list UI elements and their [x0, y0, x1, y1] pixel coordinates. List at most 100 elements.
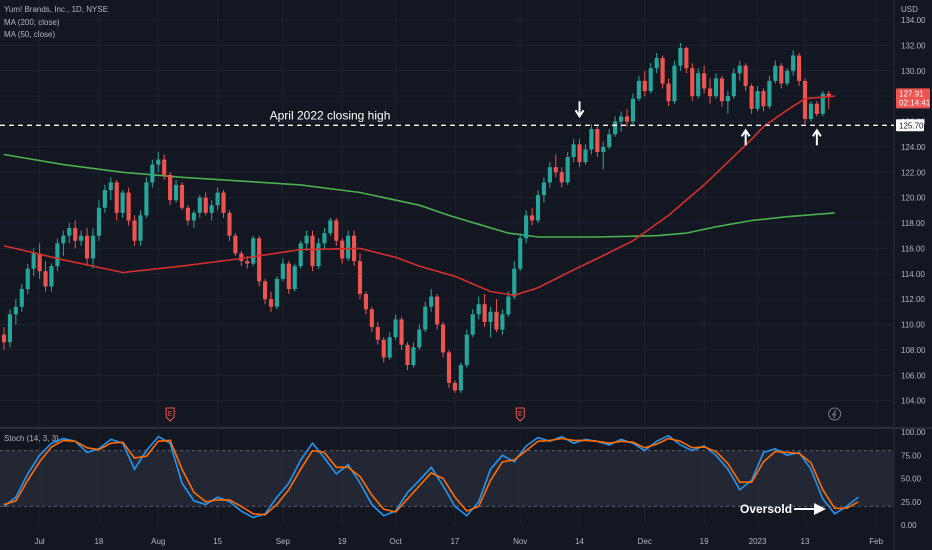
stoch-k-line	[3, 434, 859, 519]
candle-body	[559, 172, 564, 183]
candle-body	[262, 281, 268, 300]
last-price-badge-bg	[896, 88, 930, 109]
candle-body	[55, 243, 60, 267]
stoch-legend[interactable]: Stoch (14, 3, 3)	[4, 434, 59, 443]
candle-body	[138, 215, 143, 241]
price-tick-label: 132.00	[901, 41, 926, 50]
dividend-marker-bolt	[831, 409, 837, 419]
last-price-badge[interactable]: 127.91 02:14:41	[896, 88, 931, 109]
candle-body	[132, 220, 137, 241]
candle-body	[369, 309, 374, 328]
candle-body	[304, 235, 309, 244]
candle-body	[814, 103, 819, 114]
time-tick-label: 14	[575, 537, 584, 546]
candle-body	[114, 182, 119, 213]
candle-body	[19, 288, 24, 307]
candle-body	[150, 164, 155, 183]
candle-body	[589, 129, 594, 150]
candle-body	[464, 334, 469, 366]
price-tick-label: 110.00	[901, 321, 925, 330]
price-grid	[0, 0, 894, 427]
candle-body	[387, 337, 392, 358]
candle-body	[440, 324, 446, 353]
price-tick-label: 130.00	[901, 67, 926, 76]
candle-body	[286, 263, 291, 289]
ma50-legend[interactable]: MA (50, close)	[4, 30, 56, 39]
stoch-band	[0, 450, 894, 507]
candle-body	[672, 65, 677, 102]
time-axis-labels: Jul 18 Aug 15 Sep 19 Oct 17 Nov 14 Dec 19 2023 13 Feb	[34, 537, 883, 546]
closing-high-label: April 2022 closing high	[270, 108, 391, 122]
time-tick-label: Sep	[276, 537, 291, 546]
candle-body	[43, 271, 48, 287]
candle-body	[61, 235, 66, 244]
up-arrow-head	[740, 128, 751, 137]
candle-body	[684, 47, 689, 69]
candle-body	[618, 116, 624, 122]
oversold-label: Oversold	[740, 502, 792, 516]
candle-body	[648, 68, 653, 92]
stoch-axis-labels: 0.00 25.00 50.00 75.00 100.00	[901, 428, 926, 530]
time-tick-label: 13	[801, 537, 810, 546]
candle-body	[630, 98, 636, 122]
candle-body	[761, 91, 766, 107]
price-tick-label: 116.00	[901, 244, 925, 253]
price-tick-label: 112.00	[901, 295, 925, 304]
level-badge[interactable]: 125.70	[896, 119, 924, 132]
stoch-tick-label: 0.00	[901, 521, 917, 530]
candle-body	[696, 73, 701, 97]
candle-body	[423, 306, 428, 330]
price-tick-label: 106.00	[901, 371, 926, 380]
candle-body	[227, 212, 232, 236]
candle-body	[96, 207, 102, 236]
candle-body	[565, 157, 570, 183]
time-tick-label: Oct	[389, 537, 402, 546]
candle-body	[535, 195, 541, 221]
candle-body	[144, 182, 149, 216]
candle-body	[470, 314, 475, 335]
price-tick-label: 114.00	[901, 270, 925, 279]
candle-body	[191, 212, 196, 221]
stoch-tick-label: 75.00	[901, 451, 922, 460]
candle-body	[743, 65, 748, 86]
candle-body	[512, 268, 517, 297]
candle-body	[173, 184, 179, 201]
candle-body	[796, 55, 802, 81]
level-badge-value: 125.70	[899, 121, 924, 130]
candle-body	[328, 220, 333, 234]
candle-body	[49, 266, 54, 287]
candle-body	[156, 159, 161, 165]
candle-body	[791, 55, 796, 71]
candle-body	[274, 278, 280, 307]
candle-body	[215, 192, 220, 206]
candle-body	[268, 299, 274, 307]
candle-body	[429, 296, 434, 307]
ma200-legend[interactable]: MA (200, close)	[4, 18, 60, 27]
oversold-arrow-head	[814, 503, 826, 515]
candle-body	[37, 253, 42, 272]
price-tick-label: 104.00	[901, 397, 926, 406]
ma200-line	[3, 153, 835, 238]
candle-body	[660, 58, 665, 84]
candle-body	[79, 235, 84, 241]
candle-body	[257, 238, 262, 282]
candle-body	[779, 65, 784, 84]
time-tick-label: Feb	[869, 537, 883, 546]
time-tick-label: 19	[700, 537, 709, 546]
candle-body	[168, 174, 173, 201]
candle-body	[73, 228, 78, 241]
candle-body	[476, 304, 481, 315]
candle-body	[595, 129, 600, 152]
candle-body	[577, 144, 582, 163]
candle-body	[737, 65, 742, 74]
candle-body	[802, 80, 808, 119]
symbol-header[interactable]: Yum! Brands, Inc., 1D, NYSE	[4, 5, 109, 14]
candle-body	[613, 121, 618, 135]
candle-body	[666, 83, 671, 102]
price-tick-label: 118.00	[901, 219, 925, 228]
candle-body	[571, 144, 576, 158]
candle-body	[553, 167, 558, 173]
stoch-tick-label: 25.00	[901, 498, 922, 507]
